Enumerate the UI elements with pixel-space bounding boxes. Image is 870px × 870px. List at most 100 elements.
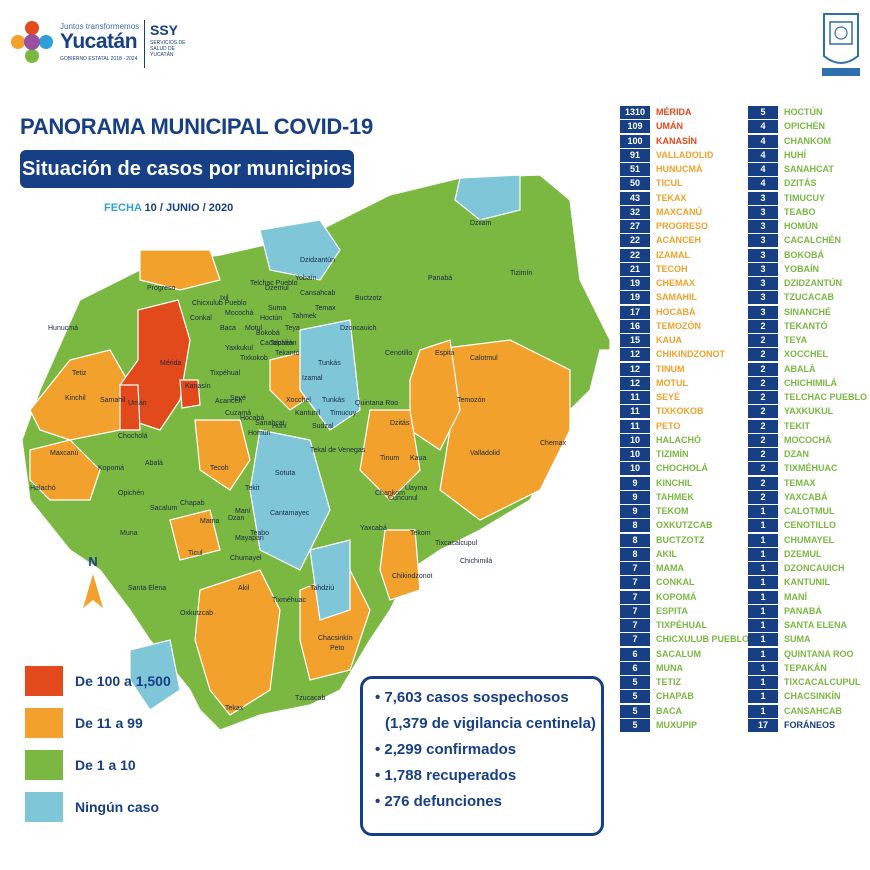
municipality-name: MAXCANÚ [656, 206, 702, 217]
table-row: 109 UMÁN [620, 120, 860, 134]
case-count: 5 [620, 704, 650, 718]
municipality-label: Tunkás [322, 397, 345, 404]
case-count: 2 [748, 405, 778, 419]
municipality-name: CHOCHOLÁ [656, 463, 708, 474]
municipality-label: Tzucacab [295, 695, 325, 702]
municipality-label: Tekax [225, 705, 244, 712]
case-count: 2 [748, 476, 778, 490]
kanasin-region [179, 379, 201, 409]
municipality-label: Sanahcat [255, 420, 285, 427]
municipality-name: SACALUM [656, 648, 701, 659]
case-count: 3 [748, 234, 778, 248]
table-row: 9 TAHMEK [620, 490, 860, 505]
table-row: 2 TELCHAC PUEBLO [748, 391, 870, 405]
table-row: 3 SINANCHÉ [748, 305, 870, 320]
date-value: 10 / JUNIO / 2020 [144, 202, 234, 214]
table-row: 11 SEYÉ [620, 391, 860, 405]
municipality-name: HUHÍ [784, 149, 806, 160]
municipality-name: CHIKINDZONOT [656, 349, 725, 360]
ssy-label: SSY [150, 22, 179, 38]
municipality-label: Telchac Pueblo [250, 280, 298, 287]
case-count: 7 [620, 619, 650, 632]
table-row: 1 TEPAKÁN [748, 661, 870, 676]
municipality-label: Xocchel [286, 397, 311, 404]
municipality-name: DZONCAUICH [784, 563, 845, 573]
municipality-name: DZIDZANTÚN [784, 278, 842, 288]
table-row: 1 DZEMUL [748, 547, 870, 562]
case-count: 5 [748, 106, 778, 119]
municipality-name: HOMÚN [784, 221, 818, 231]
case-count: 9 [620, 490, 650, 504]
case-count: 2 [748, 448, 778, 461]
municipality-name: CHAPAB [656, 691, 694, 702]
case-count: 11 [620, 419, 650, 433]
case-count: 32 [620, 205, 650, 219]
table-row: 3 TIMUCUY [748, 191, 870, 206]
municipality-label: Uayma [405, 485, 427, 492]
table-row: 8 AKIL [620, 547, 860, 562]
table-row: 22 ACANCEH [620, 234, 860, 248]
case-count: 17 [620, 305, 650, 319]
municipality-label: Acanceh [215, 398, 242, 405]
municipality-name: YOBAÍN [784, 263, 820, 274]
table-row: 10 HALACHÓ [620, 433, 860, 448]
table-row: 1 CHUMAYEL [748, 533, 870, 548]
tecoh-region [194, 419, 251, 491]
municipality-name: MANÍ [784, 591, 807, 602]
municipality-name: TIXMÉHUAC [784, 463, 838, 474]
case-count: 9 [620, 476, 650, 490]
municipality-label: Santa Elena [128, 585, 166, 592]
table-row: 12 MOTUL [620, 376, 860, 391]
municipality-label: Sacalum [150, 505, 177, 512]
logo-bottom-text: GOBIERNO ESTATAL 2018 - 2024 [60, 56, 138, 62]
municipality-name: SANTA ELENA [784, 620, 847, 630]
legend-swatch [25, 750, 63, 780]
case-count: 1 [748, 519, 778, 533]
table-row: 17 HOCABÁ [620, 305, 860, 320]
municipality-label: Chumayel [230, 555, 262, 562]
case-count: 1 [748, 661, 778, 675]
municipality-label: Akil [238, 585, 250, 592]
table-row: 2 CHICHIMILÁ [748, 376, 870, 391]
case-count: 2 [748, 319, 778, 333]
municipality-label: Buctzotz [355, 295, 382, 302]
case-count: 3 [748, 291, 778, 305]
table-row: 51 HUNUCMÁ [620, 163, 860, 177]
table-row: 3 HOMÚN [748, 220, 870, 234]
table-row: 27 PROGRESO [620, 220, 860, 234]
municipality-name: DZITÁS [784, 178, 817, 189]
municipality-label: Chichimilá [460, 558, 492, 565]
state-crest-icon [822, 13, 860, 76]
case-count: 19 [620, 277, 650, 290]
table-row: 2 TEMAX [748, 476, 870, 491]
case-count: 4 [748, 148, 778, 162]
municipality-label: Dzidzantún [300, 257, 335, 264]
municipality-label: Tahdziú [310, 585, 334, 592]
municipality-label: Hocabá [240, 415, 264, 422]
north-label: N [88, 554, 97, 569]
municipality-label: Peto [330, 645, 345, 652]
municipality-name: BACA [656, 705, 682, 716]
table-row: 16 TEMOZÓN [620, 319, 860, 334]
dzilam-region [454, 174, 521, 221]
municipality-label: Mama [200, 518, 220, 525]
municipality-label: Tixkokob [240, 355, 268, 362]
case-count: 50 [620, 177, 650, 191]
table-row: 9 TEKOM [620, 505, 860, 519]
municipality-label: Espita [435, 350, 455, 357]
municipality-name: TECOH [656, 263, 688, 274]
table-row: 2 TEKIT [748, 419, 870, 434]
municipality-label: Tixméhuac [272, 597, 306, 604]
municipality-name: SINANCHÉ [784, 306, 832, 317]
municipality-name: TEMAX [784, 477, 816, 488]
municipality-name: CACALCHÉN [784, 235, 841, 246]
logo-main-text: Yucatán [60, 30, 138, 53]
yucatan-emblem-icon [11, 21, 53, 63]
municipality-name: TEYA [784, 335, 808, 345]
table-row: 5 TETIZ [620, 676, 860, 690]
municipality-name: TZUCACAB [784, 292, 834, 303]
municipality-name: UMÁN [656, 121, 683, 132]
table-row: 5 MUXUPIP [620, 718, 860, 733]
map-regions [21, 174, 611, 731]
municipality-label: Halachó [30, 485, 56, 492]
